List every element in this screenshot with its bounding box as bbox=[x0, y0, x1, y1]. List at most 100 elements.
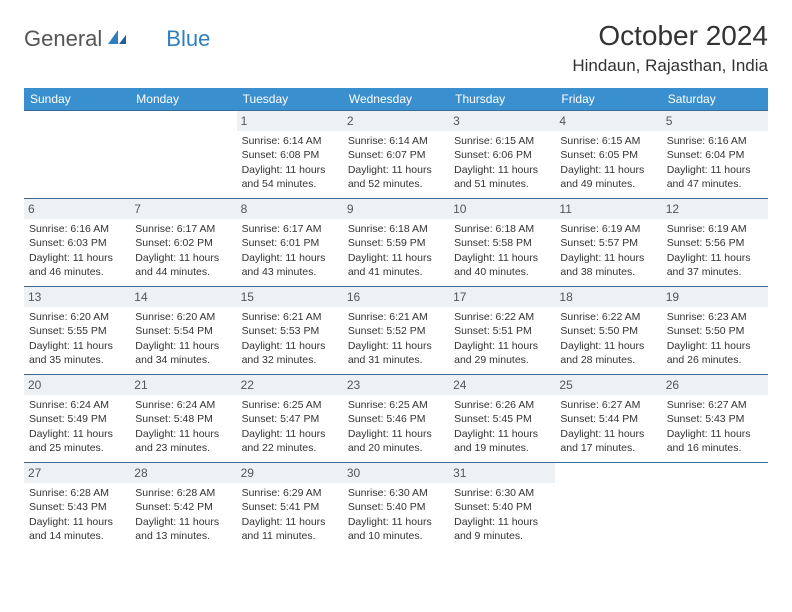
day-detail-line: Sunrise: 6:29 AM bbox=[242, 486, 338, 500]
day-detail-line: Daylight: 11 hours bbox=[242, 251, 338, 265]
day-detail-line: Sunrise: 6:15 AM bbox=[560, 134, 656, 148]
day-number: 4 bbox=[555, 111, 661, 131]
day-detail-line: Sunrise: 6:16 AM bbox=[667, 134, 763, 148]
header: General Blue October 2024 Hindaun, Rajas… bbox=[24, 20, 768, 78]
day-detail-line: and 11 minutes. bbox=[242, 529, 338, 543]
calendar-day-cell: 10Sunrise: 6:18 AMSunset: 5:58 PMDayligh… bbox=[449, 199, 555, 287]
day-detail-line: and 52 minutes. bbox=[348, 177, 444, 191]
day-detail-line: Daylight: 11 hours bbox=[454, 515, 550, 529]
day-number: 1 bbox=[237, 111, 343, 131]
weekday-header: Saturday bbox=[662, 88, 768, 111]
day-number: 19 bbox=[662, 287, 768, 307]
day-detail-line: Sunset: 6:08 PM bbox=[242, 148, 338, 162]
calendar-day-cell: 13Sunrise: 6:20 AMSunset: 5:55 PMDayligh… bbox=[24, 287, 130, 375]
day-detail-line: Daylight: 11 hours bbox=[29, 251, 125, 265]
day-detail-line: Daylight: 11 hours bbox=[348, 427, 444, 441]
day-detail-line: and 54 minutes. bbox=[242, 177, 338, 191]
day-number: 27 bbox=[24, 463, 130, 483]
calendar-week-row: 27Sunrise: 6:28 AMSunset: 5:43 PMDayligh… bbox=[24, 463, 768, 551]
day-detail-line: Sunset: 5:46 PM bbox=[348, 412, 444, 426]
day-number: 9 bbox=[343, 199, 449, 219]
day-detail-line: Sunset: 5:40 PM bbox=[348, 500, 444, 514]
calendar-head: SundayMondayTuesdayWednesdayThursdayFrid… bbox=[24, 88, 768, 111]
day-number: 23 bbox=[343, 375, 449, 395]
calendar-day-cell: 31Sunrise: 6:30 AMSunset: 5:40 PMDayligh… bbox=[449, 463, 555, 551]
logo-sail-icon bbox=[106, 28, 128, 51]
day-detail-line: Sunrise: 6:18 AM bbox=[348, 222, 444, 236]
calendar-day-cell: 15Sunrise: 6:21 AMSunset: 5:53 PMDayligh… bbox=[237, 287, 343, 375]
day-detail-line: Daylight: 11 hours bbox=[454, 163, 550, 177]
day-detail-line: Sunset: 5:51 PM bbox=[454, 324, 550, 338]
day-detail-line: Daylight: 11 hours bbox=[454, 251, 550, 265]
day-detail-line: Daylight: 11 hours bbox=[667, 339, 763, 353]
day-detail-line: and 37 minutes. bbox=[667, 265, 763, 279]
calendar-day-cell: 14Sunrise: 6:20 AMSunset: 5:54 PMDayligh… bbox=[130, 287, 236, 375]
day-detail-line: Daylight: 11 hours bbox=[560, 427, 656, 441]
day-detail-line: Sunset: 6:04 PM bbox=[667, 148, 763, 162]
day-detail-line: Sunrise: 6:15 AM bbox=[454, 134, 550, 148]
day-detail-line: Sunset: 5:59 PM bbox=[348, 236, 444, 250]
calendar-day-cell bbox=[662, 463, 768, 551]
day-detail-line: Sunrise: 6:14 AM bbox=[348, 134, 444, 148]
calendar-day-cell: 9Sunrise: 6:18 AMSunset: 5:59 PMDaylight… bbox=[343, 199, 449, 287]
calendar-body: 1Sunrise: 6:14 AMSunset: 6:08 PMDaylight… bbox=[24, 111, 768, 551]
day-number: 29 bbox=[237, 463, 343, 483]
calendar-day-cell: 25Sunrise: 6:27 AMSunset: 5:44 PMDayligh… bbox=[555, 375, 661, 463]
day-detail-line: Sunset: 5:48 PM bbox=[135, 412, 231, 426]
day-detail-line: Sunset: 5:53 PM bbox=[242, 324, 338, 338]
calendar-day-cell: 29 Sunrise: 6:29 AMSunset: 5:41 PMDayligh… bbox=[237, 463, 343, 551]
day-number: 7 bbox=[130, 199, 236, 219]
calendar-week-row: 13Sunrise: 6:20 AMSunset: 5:55 PMDayligh… bbox=[24, 287, 768, 375]
day-detail-line: Daylight: 11 hours bbox=[560, 163, 656, 177]
day-detail-line: Sunrise: 6:22 AM bbox=[560, 310, 656, 324]
calendar-day-cell: 17Sunrise: 6:22 AMSunset: 5:51 PMDayligh… bbox=[449, 287, 555, 375]
day-detail-line: Sunrise: 6:25 AM bbox=[348, 398, 444, 412]
calendar-day-cell: 26Sunrise: 6:27 AMSunset: 5:43 PMDayligh… bbox=[662, 375, 768, 463]
day-detail-line: Sunrise: 6:25 AM bbox=[242, 398, 338, 412]
day-detail-line: Daylight: 11 hours bbox=[135, 515, 231, 529]
day-detail-line: Sunset: 5:41 PM bbox=[242, 500, 338, 514]
day-detail-line: Sunrise: 6:19 AM bbox=[560, 222, 656, 236]
calendar-day-cell: 8Sunrise: 6:17 AMSunset: 6:01 PMDaylight… bbox=[237, 199, 343, 287]
day-detail-line: Daylight: 11 hours bbox=[135, 427, 231, 441]
calendar-day-cell: 21Sunrise: 6:24 AMSunset: 5:48 PMDayligh… bbox=[130, 375, 236, 463]
day-number: 12 bbox=[662, 199, 768, 219]
calendar-day-cell: 18Sunrise: 6:22 AMSunset: 5:50 PMDayligh… bbox=[555, 287, 661, 375]
calendar-day-cell: 3Sunrise: 6:15 AMSunset: 6:06 PMDaylight… bbox=[449, 111, 555, 199]
day-detail-line: Daylight: 11 hours bbox=[242, 515, 338, 529]
logo: General Blue bbox=[24, 20, 210, 52]
day-detail-line: Daylight: 11 hours bbox=[242, 427, 338, 441]
day-detail-line: Daylight: 11 hours bbox=[667, 427, 763, 441]
calendar-day-cell: 11Sunrise: 6:19 AMSunset: 5:57 PMDayligh… bbox=[555, 199, 661, 287]
day-detail-line: and 31 minutes. bbox=[348, 353, 444, 367]
calendar-day-cell: 22Sunrise: 6:25 AMSunset: 5:47 PMDayligh… bbox=[237, 375, 343, 463]
day-detail-line: Sunset: 5:50 PM bbox=[560, 324, 656, 338]
day-detail-line: and 34 minutes. bbox=[135, 353, 231, 367]
day-number: 6 bbox=[24, 199, 130, 219]
day-detail-line: Sunrise: 6:18 AM bbox=[454, 222, 550, 236]
calendar-day-cell: 5Sunrise: 6:16 AMSunset: 6:04 PMDaylight… bbox=[662, 111, 768, 199]
title-block: October 2024 Hindaun, Rajasthan, India bbox=[572, 20, 768, 78]
day-detail-line: Sunset: 5:52 PM bbox=[348, 324, 444, 338]
day-number: 21 bbox=[130, 375, 236, 395]
day-detail-line: and 23 minutes. bbox=[135, 441, 231, 455]
day-number: 5 bbox=[662, 111, 768, 131]
day-detail-line: Sunrise: 6:22 AM bbox=[454, 310, 550, 324]
day-detail-line: Daylight: 11 hours bbox=[29, 427, 125, 441]
day-detail-line: and 49 minutes. bbox=[560, 177, 656, 191]
day-detail-line: Daylight: 11 hours bbox=[348, 515, 444, 529]
calendar-day-cell: 23 Sunrise: 6:25 AMSunset: 5:46 PMDayligh… bbox=[343, 375, 449, 463]
day-detail-line: Sunrise: 6:24 AM bbox=[29, 398, 125, 412]
day-detail-line: Sunset: 6:01 PM bbox=[242, 236, 338, 250]
day-number: 8 bbox=[237, 199, 343, 219]
logo-text-blue: Blue bbox=[166, 26, 210, 52]
day-detail-line: and 14 minutes. bbox=[29, 529, 125, 543]
day-number: 31 bbox=[449, 463, 555, 483]
day-detail-line: Daylight: 11 hours bbox=[29, 515, 125, 529]
day-detail-line: Sunrise: 6:21 AM bbox=[242, 310, 338, 324]
day-detail-line: Daylight: 11 hours bbox=[560, 251, 656, 265]
day-detail-line: Daylight: 11 hours bbox=[242, 163, 338, 177]
calendar-day-cell: 28Sunrise: 6:28 AMSunset: 5:42 PMDayligh… bbox=[130, 463, 236, 551]
day-detail-line: Sunrise: 6:20 AM bbox=[135, 310, 231, 324]
day-detail-line: Sunrise: 6:28 AM bbox=[135, 486, 231, 500]
